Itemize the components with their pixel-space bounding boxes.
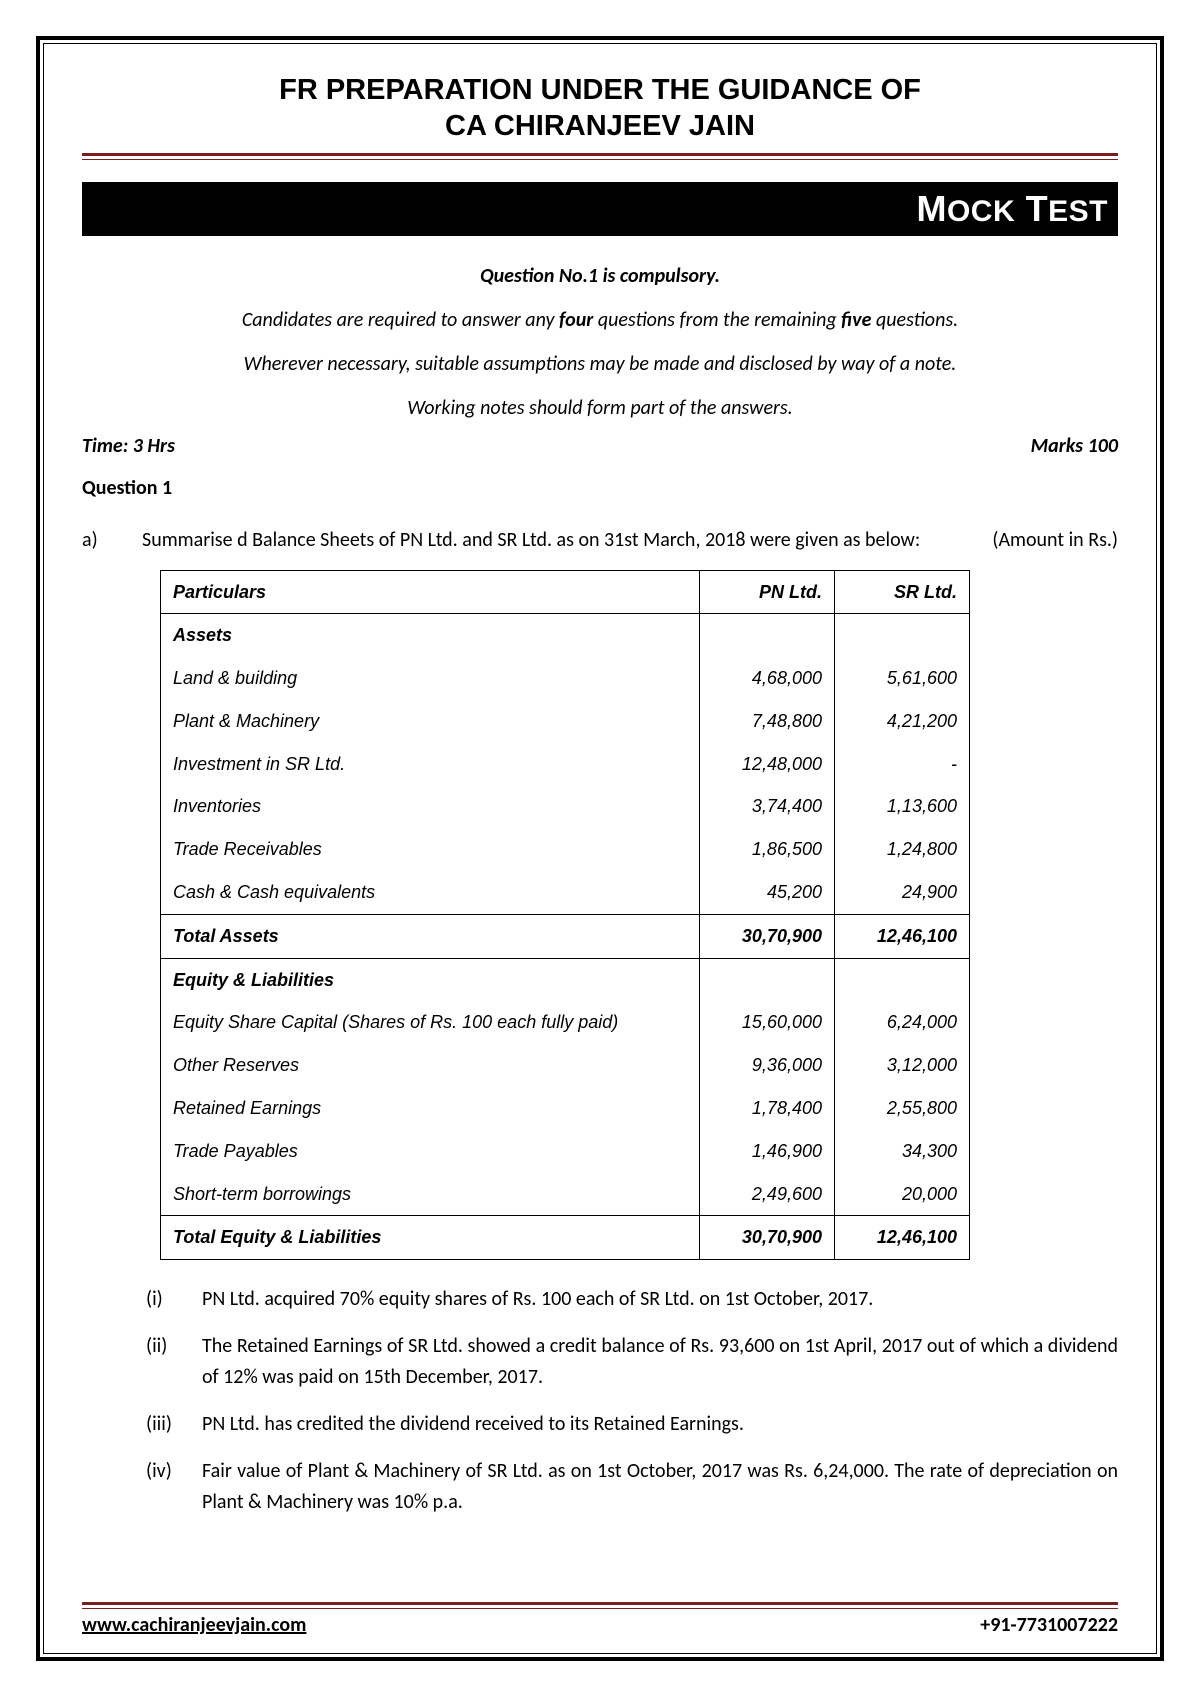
table-row: Total Equity & Liabilities30,70,90012,46… [161, 1216, 970, 1260]
marks-label: Marks 100 [1031, 434, 1118, 458]
footer-row: www.cachiranjeevjain.com +91-7731007222 [82, 1613, 1118, 1637]
instruction-3: Wherever necessary, suitable assumptions… [82, 342, 1118, 386]
instructions-block: Question No.1 is compulsory. Candidates … [82, 254, 1118, 430]
col-particulars: Particulars [161, 570, 700, 614]
instruction-2: Candidates are required to answer any fo… [82, 298, 1118, 342]
part-body: Summarise d Balance Sheets of PN Ltd. an… [142, 524, 1118, 1535]
question-intro-line: Summarise d Balance Sheets of PN Ltd. an… [142, 524, 1118, 556]
table-row: Trade Receivables1,86,5001,24,800 [161, 828, 970, 871]
page-border-outer: FR PREPARATION UNDER THE GUIDANCE OF CA … [36, 36, 1164, 1661]
note-row: (ii)The Retained Earnings of SR Ltd. sho… [142, 1331, 1118, 1393]
table-row: Equity & Liabilities [161, 958, 970, 1001]
page-border-inner: FR PREPARATION UNDER THE GUIDANCE OF CA … [43, 43, 1157, 1654]
note-row: (i)PN Ltd. acquired 70% equity shares of… [142, 1284, 1118, 1315]
time-label: Time: 3 Hrs [82, 434, 175, 458]
col-pn: PN Ltd. [700, 570, 835, 614]
table-row: Retained Earnings1,78,4002,55,800 [161, 1087, 970, 1130]
note-text: Fair value of Plant & Machinery of SR Lt… [202, 1456, 1118, 1518]
table-row: Land & building4,68,0005,61,600 [161, 657, 970, 700]
table-row: Investment in SR Ltd.12,48,000- [161, 743, 970, 786]
note-label: (iv) [142, 1456, 202, 1518]
title-underline [82, 153, 1118, 160]
note-label: (iii) [142, 1409, 202, 1440]
instruction-1: Question No.1 is compulsory. [480, 264, 720, 288]
note-text: PN Ltd. has credited the dividend receiv… [202, 1409, 1118, 1440]
table-row: Cash & Cash equivalents45,20024,900 [161, 871, 970, 914]
table-row: Trade Payables1,46,90034,300 [161, 1130, 970, 1173]
table-header-row: Particulars PN Ltd. SR Ltd. [161, 570, 970, 614]
footer-url: www.cachiranjeevjain.com [82, 1613, 306, 1637]
table-row: Assets [161, 614, 970, 657]
note-row: (iii)PN Ltd. has credited the dividend r… [142, 1409, 1118, 1440]
table-row: Short-term borrowings2,49,60020,000 [161, 1173, 970, 1216]
page-title: FR PREPARATION UNDER THE GUIDANCE OF CA … [82, 72, 1118, 145]
footer: www.cachiranjeevjain.com +91-7731007222 [82, 1602, 1118, 1637]
table-row: Inventories3,74,4001,13,600 [161, 785, 970, 828]
note-row: (iv)Fair value of Plant & Machinery of S… [142, 1456, 1118, 1518]
balance-sheet-table: Particulars PN Ltd. SR Ltd. AssetsLand &… [160, 570, 970, 1261]
title-line-1: FR PREPARATION UNDER THE GUIDANCE OF [279, 74, 921, 106]
footer-phone: +91-7731007222 [980, 1613, 1118, 1637]
mock-test-banner: MOCK TEST [82, 182, 1118, 236]
amount-note: (Amount in Rs.) [992, 524, 1118, 556]
question-part-a: a) Summarise d Balance Sheets of PN Ltd.… [82, 524, 1118, 1535]
col-sr: SR Ltd. [835, 570, 970, 614]
page-outer: FR PREPARATION UNDER THE GUIDANCE OF CA … [0, 0, 1200, 1697]
note-label: (i) [142, 1284, 202, 1315]
note-label: (ii) [142, 1331, 202, 1393]
instruction-4: Working notes should form part of the an… [82, 386, 1118, 430]
table-row: Other Reserves9,36,0003,12,000 [161, 1044, 970, 1087]
question-heading: Question 1 [82, 476, 1118, 500]
note-text: PN Ltd. acquired 70% equity shares of Rs… [202, 1284, 1118, 1315]
table-row: Equity Share Capital (Shares of Rs. 100 … [161, 1001, 970, 1044]
note-text: The Retained Earnings of SR Ltd. showed … [202, 1331, 1118, 1393]
table-row: Total Assets30,70,90012,46,100 [161, 914, 970, 958]
footer-line [82, 1602, 1118, 1609]
title-line-2: CA CHIRANJEEV JAIN [445, 110, 755, 142]
time-marks-row: Time: 3 Hrs Marks 100 [82, 434, 1118, 458]
notes-block: (i)PN Ltd. acquired 70% equity shares of… [142, 1284, 1118, 1518]
part-label: a) [82, 524, 142, 1535]
table-row: Plant & Machinery7,48,8004,21,200 [161, 700, 970, 743]
